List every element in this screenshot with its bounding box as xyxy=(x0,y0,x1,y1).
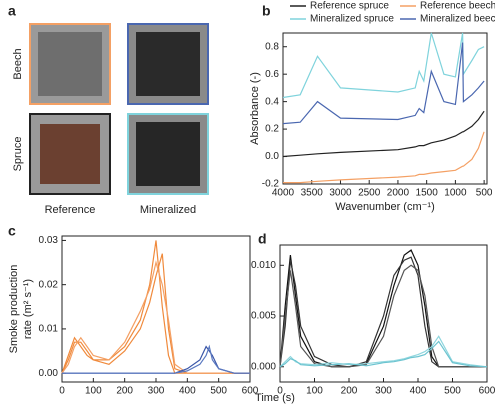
column-label: Reference xyxy=(45,204,96,216)
photo-detail xyxy=(136,122,200,186)
x-tick-label: 100 xyxy=(85,386,102,397)
x-tick-label: 500 xyxy=(444,386,461,397)
photo-detail xyxy=(136,32,200,96)
x-tick-label: 300 xyxy=(148,386,165,397)
row-label: Beech xyxy=(12,48,24,79)
panel-label: a xyxy=(8,3,16,19)
plot-frame xyxy=(282,32,488,185)
y-tick-label: 0.01 xyxy=(39,324,59,335)
y-tick-label: -0.2 xyxy=(262,179,280,190)
x-tick-label: 2500 xyxy=(358,188,381,199)
x-tick-label: 3000 xyxy=(329,188,352,199)
series-line xyxy=(61,253,250,374)
legend-label: Mineralized beech xyxy=(420,14,495,25)
x-tick-label: 4000 xyxy=(272,188,295,199)
y-axis-label: Absorbance (-) xyxy=(249,72,261,145)
x-tick-label: 300 xyxy=(375,386,392,397)
legend-label: Reference beech xyxy=(420,1,495,12)
y-tick-label: 0.4 xyxy=(265,96,279,107)
panel-label: d xyxy=(258,231,267,247)
photo-detail xyxy=(40,124,100,184)
x-tick-label: 600 xyxy=(242,386,259,397)
y-tick-label: 0.0 xyxy=(265,151,279,162)
series-line xyxy=(282,32,485,99)
x-tick-label: 1000 xyxy=(444,188,467,199)
x-tick-label: 0 xyxy=(59,386,65,397)
x-tick-label: 500 xyxy=(210,386,227,397)
x-tick-label: 1500 xyxy=(416,188,439,199)
y-axis-label: Smoke production xyxy=(8,265,20,354)
series-line xyxy=(279,256,487,368)
panel-label: b xyxy=(262,3,271,19)
x-tick-label: 200 xyxy=(341,386,358,397)
legend-label: Mineralized spruce xyxy=(310,14,394,25)
row-label: Spruce xyxy=(12,137,24,172)
y-tick-label: 0.010 xyxy=(251,260,276,271)
legend-label: Reference spruce xyxy=(310,1,389,12)
x-tick-label: 500 xyxy=(476,188,493,199)
x-tick-label: 400 xyxy=(179,386,196,397)
x-tick-label: 400 xyxy=(410,386,427,397)
y-axis-label: rate (m² s⁻¹) xyxy=(22,279,34,339)
x-tick-label: 600 xyxy=(479,386,495,397)
y-tick-label: 0.8 xyxy=(265,41,279,52)
series-line xyxy=(282,42,485,125)
x-tick-label: 3500 xyxy=(301,188,324,199)
x-axis-label: Wavenumber (cm⁻¹) xyxy=(335,201,435,213)
series-line xyxy=(279,264,487,368)
series-line xyxy=(279,340,488,368)
plot-frame xyxy=(61,235,251,383)
y-tick-label: 0.2 xyxy=(265,124,279,135)
y-tick-label: 0.6 xyxy=(265,69,279,80)
column-label: Mineralized xyxy=(140,204,196,216)
photo-detail xyxy=(38,32,102,96)
x-tick-label: 0 xyxy=(277,386,283,397)
series-line xyxy=(61,260,250,374)
y-tick-label: 0.00 xyxy=(39,368,59,379)
series-line xyxy=(62,344,250,374)
series-line xyxy=(282,110,485,158)
x-tick-label: 200 xyxy=(116,386,133,397)
x-tick-label: 2000 xyxy=(387,188,410,199)
photos xyxy=(29,23,209,195)
x-tick-label: 100 xyxy=(306,386,323,397)
series-line xyxy=(283,131,485,184)
y-tick-label: 0.005 xyxy=(251,311,276,322)
y-tick-label: 0.03 xyxy=(39,235,59,246)
y-tick-label: 0.02 xyxy=(39,279,59,290)
y-tick-label: 0.000 xyxy=(251,361,276,372)
x-axis-label: Time (s) xyxy=(255,392,295,404)
panel-label: c xyxy=(8,223,16,239)
